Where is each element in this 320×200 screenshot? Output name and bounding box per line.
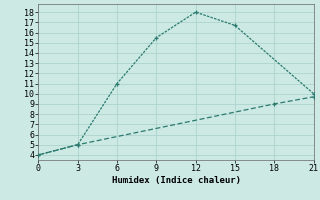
X-axis label: Humidex (Indice chaleur): Humidex (Indice chaleur) — [111, 176, 241, 185]
